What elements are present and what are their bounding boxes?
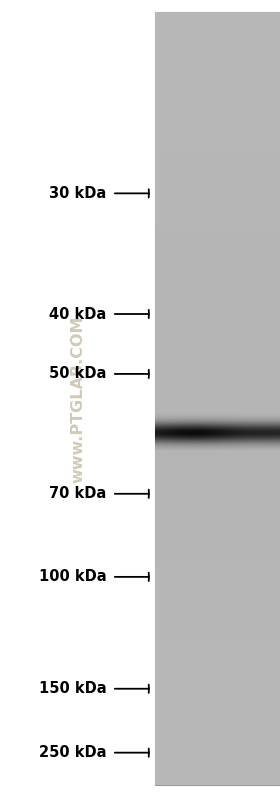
- Text: 50 kDa: 50 kDa: [49, 367, 106, 381]
- Text: 40 kDa: 40 kDa: [49, 307, 106, 321]
- Bar: [155, 12, 280, 785]
- Text: www.PTGLAB.COM: www.PTGLAB.COM: [71, 316, 86, 483]
- Text: 150 kDa: 150 kDa: [39, 682, 106, 696]
- Text: 30 kDa: 30 kDa: [49, 186, 106, 201]
- Text: 250 kDa: 250 kDa: [39, 745, 106, 760]
- Text: 100 kDa: 100 kDa: [39, 570, 106, 584]
- Text: 70 kDa: 70 kDa: [49, 487, 106, 501]
